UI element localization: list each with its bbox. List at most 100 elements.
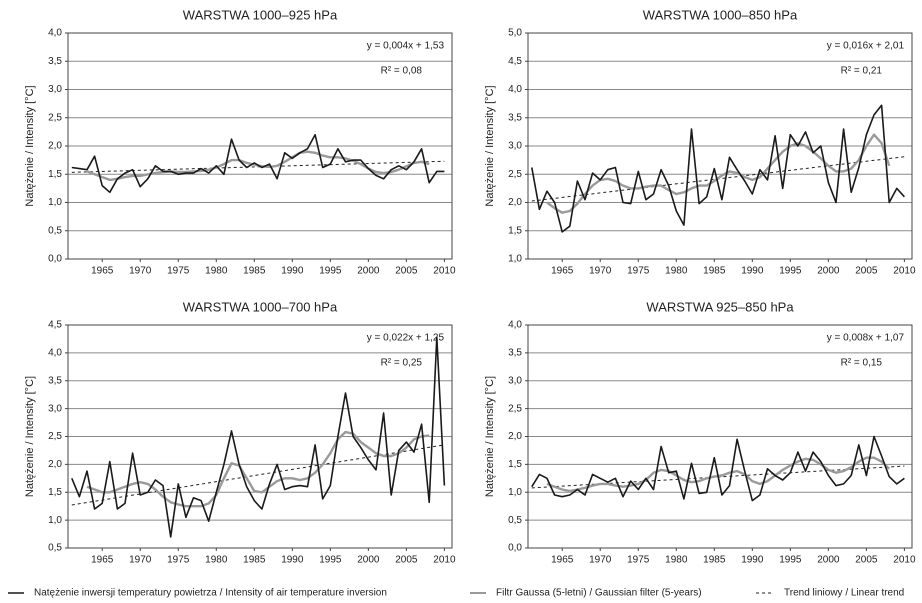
- x-tick-label: 2005: [855, 266, 878, 277]
- x-tick-label: 1995: [779, 266, 802, 277]
- series-line: [71, 336, 446, 538]
- x-tick-label: 1980: [665, 266, 688, 277]
- trend-r2: R² = 0,15: [841, 358, 883, 369]
- series-line: [86, 430, 430, 508]
- x-tick-label: 2005: [395, 266, 418, 277]
- x-tick-label: 1970: [589, 555, 612, 566]
- y-axis-label: Natężenie / Intensity [°C]: [484, 376, 496, 497]
- y-tick-label: 5,0: [508, 28, 522, 39]
- y-tick-label: 3,0: [48, 403, 62, 414]
- y-tick-label: 2,0: [48, 459, 62, 470]
- y-tick-label: 3,0: [508, 141, 522, 152]
- plot-frame: [527, 324, 913, 549]
- trend-line: [71, 160, 445, 173]
- y-tick-label: 1,5: [48, 169, 62, 180]
- plot-frame: [527, 32, 913, 260]
- trend-equation: y = 0,004x + 1,53: [367, 41, 445, 52]
- y-tick-label: 0,0: [508, 543, 522, 554]
- x-tick-label: 2010: [893, 555, 916, 566]
- x-tick-label: 1965: [91, 266, 114, 277]
- y-axis-label: Natężenie / Intensity [°C]: [484, 85, 496, 206]
- trend-equation: y = 0,008x + 1,07: [827, 333, 905, 344]
- trend-line: [71, 444, 445, 506]
- y-tick-label: 3,5: [508, 348, 522, 359]
- x-tick-label: 2000: [357, 266, 380, 277]
- y-tick-label: 0,5: [48, 225, 62, 236]
- trend-r2: R² = 0,21: [841, 66, 883, 77]
- y-tick-label: 1,0: [508, 254, 522, 265]
- y-tick-label: 1,0: [508, 487, 522, 498]
- chart-title: WARSTWA 1000–850 hPa: [643, 7, 798, 22]
- x-tick-label: 1995: [319, 555, 342, 566]
- x-tick-label: 1985: [703, 266, 726, 277]
- y-tick-label: 2,5: [48, 431, 62, 442]
- y-tick-label: 4,5: [48, 320, 62, 331]
- y-axis-label: Natężenie / Intensity [°C]: [24, 85, 36, 206]
- x-tick-label: 1965: [551, 555, 574, 566]
- chart-title: WARSTWA 1000–925 hPa: [183, 7, 338, 22]
- y-tick-label: 0,0: [48, 254, 62, 265]
- y-tick-label: 0,5: [48, 543, 62, 554]
- x-tick-label: 1990: [281, 266, 304, 277]
- x-tick-label: 2010: [893, 266, 916, 277]
- x-tick-label: 1975: [627, 555, 650, 566]
- x-tick-label: 1980: [205, 555, 228, 566]
- legend-label: Filtr Gaussa (5-letni) / Gaussian filter…: [496, 588, 702, 599]
- series-line: [531, 104, 905, 233]
- y-tick-label: 3,5: [508, 112, 522, 123]
- x-tick-label: 1985: [703, 555, 726, 566]
- x-tick-label: 1965: [91, 555, 114, 566]
- y-tick-label: 2,5: [48, 112, 62, 123]
- y-tick-label: 2,0: [508, 431, 522, 442]
- plot-frame: [67, 32, 453, 260]
- series-line: [546, 133, 891, 214]
- y-tick-label: 4,0: [48, 28, 62, 39]
- x-tick-label: 1995: [319, 266, 342, 277]
- x-tick-label: 1985: [243, 555, 266, 566]
- y-tick-label: 3,0: [508, 375, 522, 386]
- series-line: [531, 435, 905, 502]
- y-tick-label: 2,0: [508, 197, 522, 208]
- x-tick-label: 1970: [129, 555, 152, 566]
- y-tick-label: 1,0: [48, 197, 62, 208]
- x-tick-label: 1980: [665, 555, 688, 566]
- series-line: [71, 133, 445, 194]
- x-tick-label: 1990: [281, 555, 304, 566]
- x-tick-label: 1975: [167, 266, 190, 277]
- x-tick-label: 2005: [395, 555, 418, 566]
- y-tick-label: 1,0: [48, 515, 62, 526]
- y-tick-label: 0,5: [508, 515, 522, 526]
- y-tick-label: 2,5: [508, 169, 522, 180]
- y-tick-label: 3,5: [48, 56, 62, 67]
- x-tick-label: 1975: [167, 555, 190, 566]
- y-tick-label: 3,5: [48, 375, 62, 386]
- plot-frame: [67, 324, 453, 549]
- y-tick-label: 3,0: [48, 84, 62, 95]
- x-tick-label: 2000: [357, 555, 380, 566]
- x-tick-label: 1980: [205, 266, 228, 277]
- x-tick-label: 2010: [433, 555, 456, 566]
- x-tick-label: 1965: [551, 266, 574, 277]
- y-axis-label: Natężenie / Intensity [°C]: [24, 376, 36, 497]
- y-tick-label: 1,5: [508, 459, 522, 470]
- x-tick-label: 2005: [855, 555, 878, 566]
- y-tick-label: 4,0: [508, 84, 522, 95]
- x-tick-label: 1990: [741, 266, 764, 277]
- x-tick-label: 1970: [129, 266, 152, 277]
- y-tick-label: 1,5: [48, 487, 62, 498]
- x-tick-label: 1985: [243, 266, 266, 277]
- legend: Natężenie inwersji temperatury powietrza…: [8, 588, 904, 599]
- x-tick-label: 1995: [779, 555, 802, 566]
- x-tick-label: 1975: [627, 266, 650, 277]
- y-tick-label: 1,5: [508, 225, 522, 236]
- x-tick-label: 1970: [589, 266, 612, 277]
- trend-r2: R² = 0,25: [381, 358, 423, 369]
- y-tick-label: 4,5: [508, 56, 522, 67]
- x-tick-label: 2000: [817, 555, 840, 566]
- trend-equation: y = 0,022x + 1,25: [367, 333, 445, 344]
- chart-title: WARSTWA 1000–700 hPa: [183, 299, 338, 314]
- trend-equation: y = 0,016x + 2,01: [827, 41, 905, 52]
- legend-label: Natężenie inwersji temperatury powietrza…: [34, 588, 387, 599]
- y-tick-label: 2,0: [48, 141, 62, 152]
